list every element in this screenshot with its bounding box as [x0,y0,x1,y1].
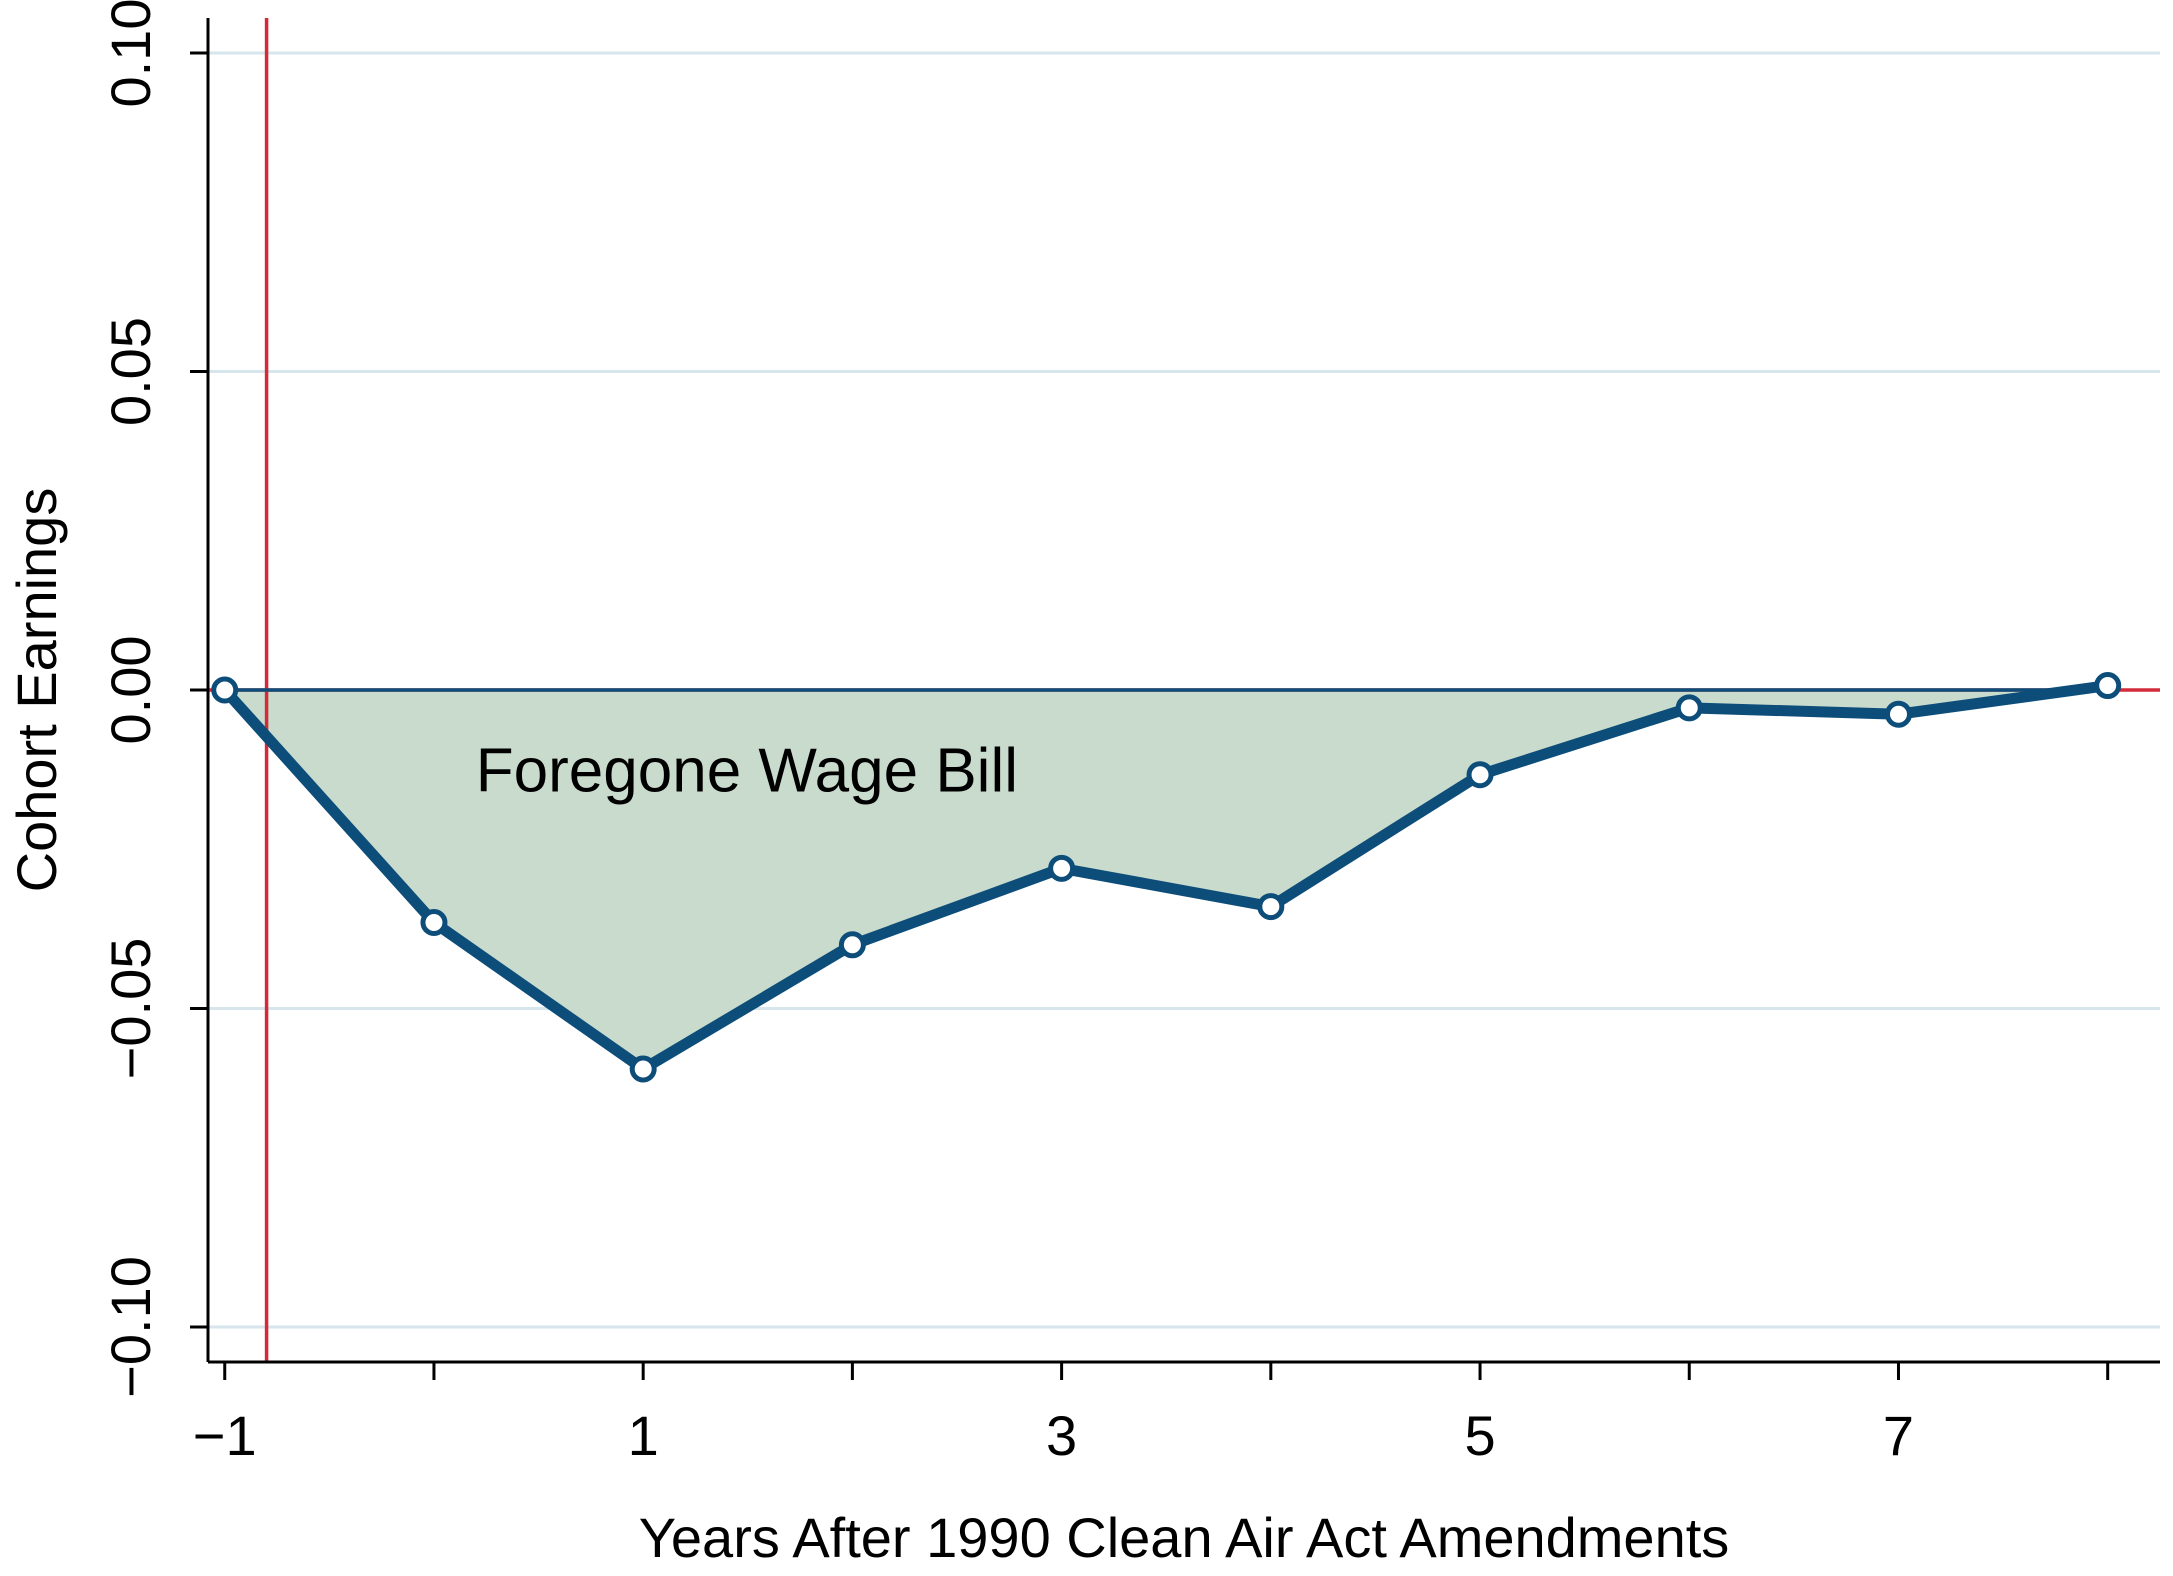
data-point-6 [1466,761,1494,789]
x-tick-label-0: −1 [193,1404,257,1467]
y-axis-title: Cohort Earnings [5,488,68,893]
x-tick-label-3: 5 [1464,1404,1495,1467]
data-point-3 [838,931,866,959]
reference-lines [208,18,2160,1362]
y-tick-label-2: 0.00 [99,636,162,745]
series-line [219,680,2114,1075]
data-point-2 [629,1055,657,1083]
foregone-wage-bill-label: Foregone Wage Bill [476,737,1018,806]
tick-layer: 0.10 0.05 0.00 −0.05 −0.10 −1 1 3 5 7 [99,0,2110,1467]
y-tick-label-0: 0.10 [99,0,162,108]
x-tick-label-2: 3 [1046,1404,1077,1467]
data-point-8 [1884,700,1912,728]
data-point-5 [1257,893,1285,921]
data-point-9 [2094,672,2122,700]
foregone-wage-bill-area [224,685,2108,1069]
y-tick-label-4: −0.10 [99,1256,162,1398]
y-tick-label-3: −0.05 [99,938,162,1080]
data-point-0 [211,676,239,704]
x-tick-label-4: 7 [1883,1404,1914,1467]
series-layer [211,672,2122,1083]
foregone-area-layer [224,685,2108,1069]
data-point-7 [1675,694,1703,722]
data-point-4 [1048,854,1076,882]
y-tick-label-1: 0.05 [99,317,162,426]
data-point-1 [420,908,448,936]
x-axis-title: Years After 1990 Clean Air Act Amendment… [639,1506,1730,1569]
x-tick-label-1: 1 [628,1404,659,1467]
